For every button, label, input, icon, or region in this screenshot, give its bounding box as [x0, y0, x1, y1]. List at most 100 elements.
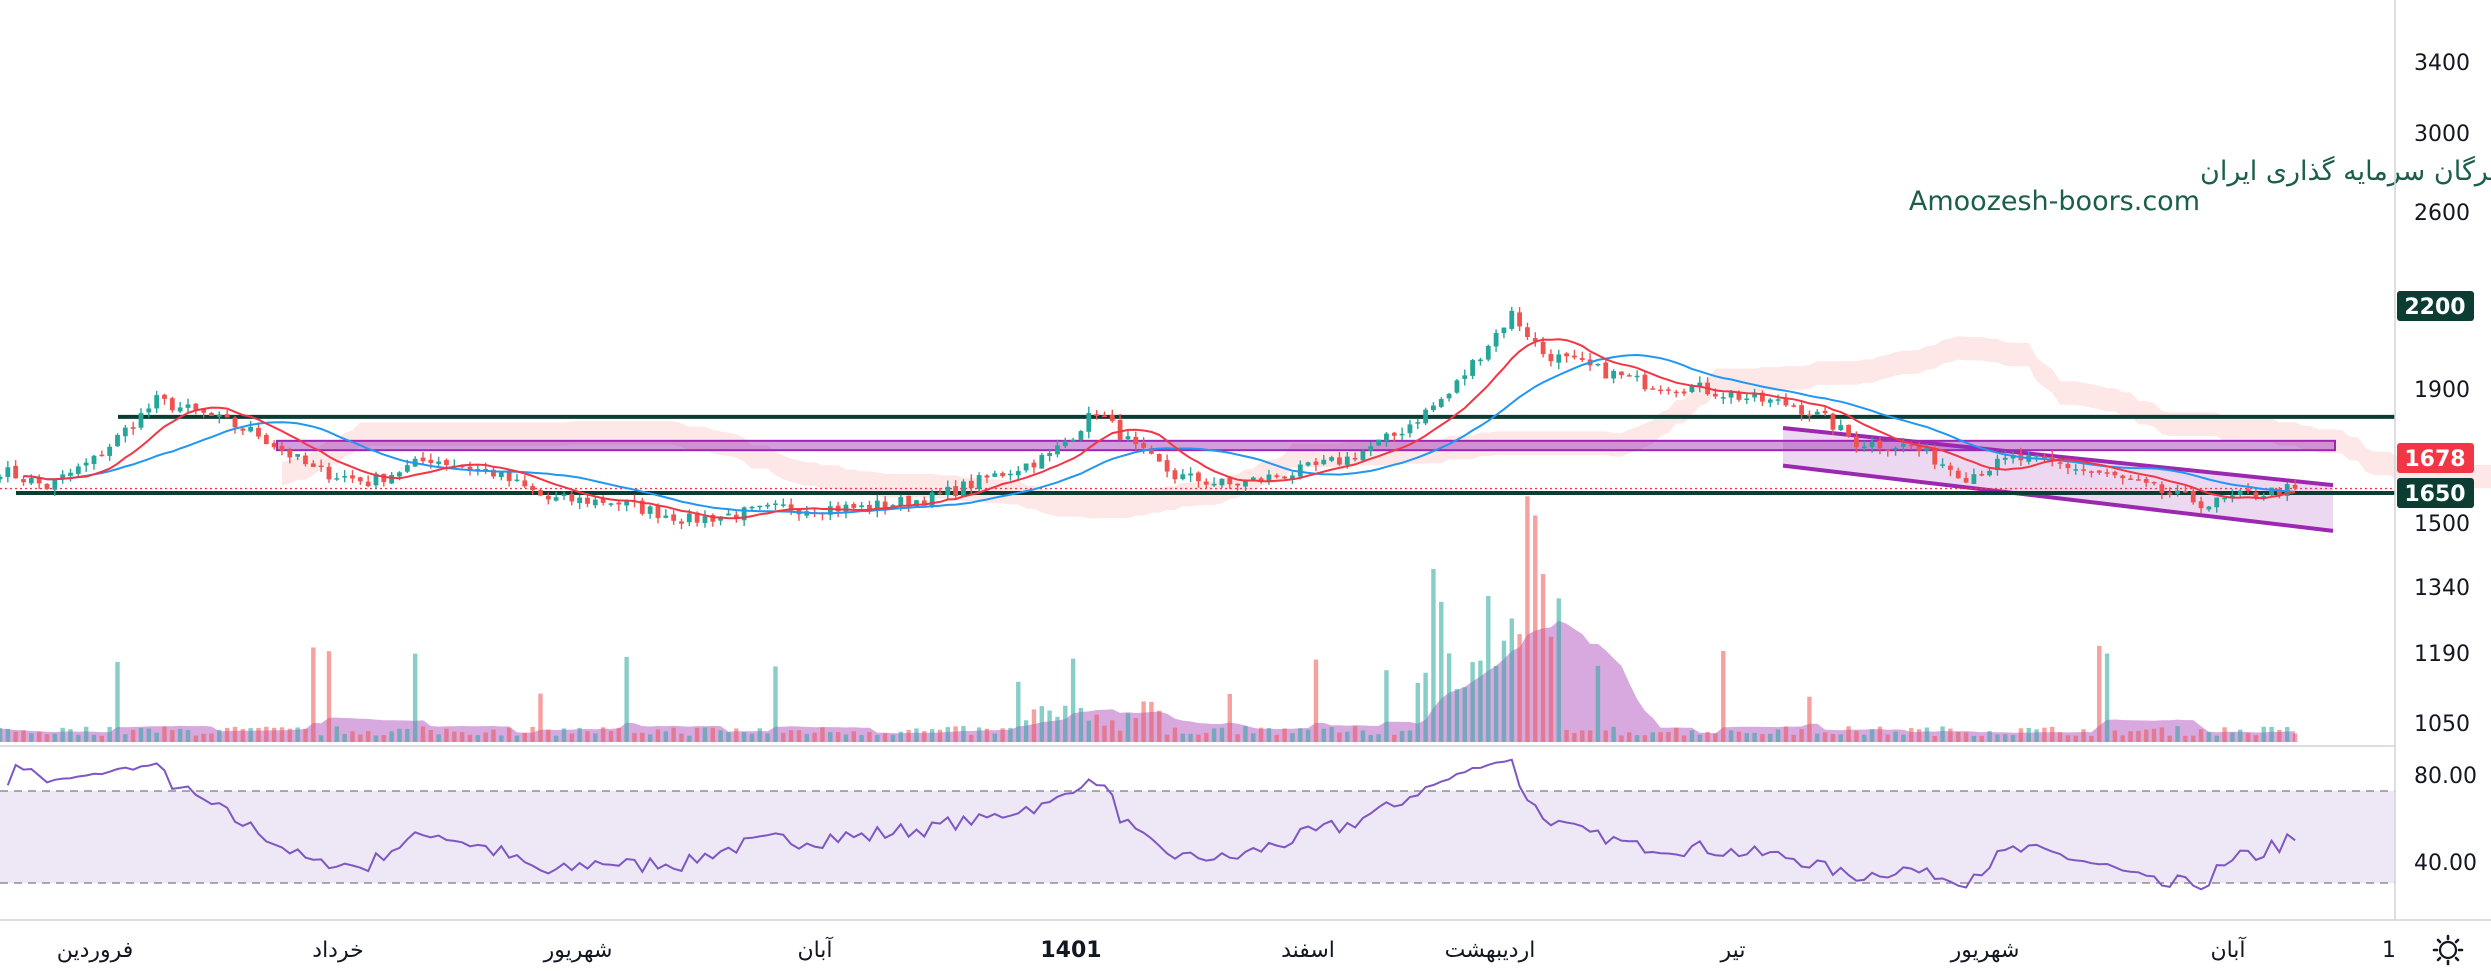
- volume-bar: [1110, 720, 1115, 742]
- volume-bar: [2277, 729, 2282, 742]
- candle-body: [898, 497, 904, 507]
- volume-bar: [1932, 735, 1937, 742]
- volume-bar: [1078, 707, 1084, 742]
- volume-bar: [2010, 734, 2016, 742]
- candle-body: [365, 481, 371, 487]
- candle-body: [569, 494, 575, 502]
- candle-body: [444, 460, 449, 465]
- volume-bar: [577, 727, 582, 742]
- volume-bar: [953, 726, 958, 742]
- price-axis[interactable]: 3400 3000 2600 1900 1500 1340 1190 1050 …: [2397, 51, 2474, 737]
- volume-bar: [1290, 733, 1295, 742]
- candle-body: [2128, 478, 2133, 481]
- candle-body: [1619, 371, 1624, 376]
- volume-bar: [1862, 734, 1867, 742]
- volume-bar: [130, 729, 136, 742]
- candle-body: [2277, 489, 2282, 496]
- volume-bar: [1298, 728, 1303, 742]
- candle-body: [1713, 393, 1718, 397]
- candle-body: [624, 501, 630, 506]
- volume-bar: [1885, 734, 1890, 742]
- candle-body: [1376, 439, 1382, 446]
- candle-body: [1924, 448, 1930, 451]
- moving-averages: [23, 338, 2296, 520]
- candle-body: [28, 478, 34, 484]
- volume-bar: [1744, 733, 1749, 742]
- candle-body: [2042, 456, 2047, 459]
- volume-bar: [2206, 731, 2212, 742]
- candle-body: [1235, 483, 1241, 486]
- volume-bar: [569, 733, 575, 742]
- price-tick: 1190: [2414, 642, 2470, 667]
- candle-body: [953, 486, 959, 496]
- volume-bar: [922, 731, 927, 742]
- candle-body: [1438, 399, 1444, 407]
- channel-upper-line: [1782, 425, 2334, 488]
- volume-bar: [741, 732, 747, 742]
- rsi-axis[interactable]: 80.00 40.00: [2414, 764, 2477, 876]
- candle-body: [326, 466, 332, 480]
- candle-body: [921, 500, 927, 506]
- volume-bar: [224, 727, 230, 742]
- candle-body: [1901, 443, 1906, 447]
- volume-bar: [60, 727, 65, 742]
- volume-bar: [1877, 726, 1883, 742]
- candle-body: [138, 413, 144, 428]
- volume-bar: [538, 693, 543, 742]
- candle-body: [929, 492, 935, 506]
- candle-body: [639, 500, 645, 514]
- candle-body: [1564, 353, 1569, 357]
- candle-body: [295, 454, 301, 457]
- last-price-tag: [2397, 443, 2474, 473]
- candle-body: [1822, 410, 1828, 414]
- volume-bar: [2214, 735, 2219, 742]
- candle-body: [1995, 458, 2000, 471]
- volume-bar: [1956, 731, 1961, 742]
- price-tick: 2600: [2414, 201, 2470, 226]
- candle-body: [506, 471, 512, 482]
- volume-bar: [1940, 726, 1945, 742]
- candle-body: [733, 514, 739, 519]
- candle-body: [162, 394, 167, 399]
- candle-body: [1070, 439, 1076, 442]
- candle-body: [1501, 327, 1507, 334]
- volume-bar: [1313, 659, 1319, 742]
- settings-gear-icon[interactable]: [2432, 934, 2464, 966]
- candle-body: [1955, 470, 1961, 479]
- volume-bar: [232, 726, 238, 742]
- candle-body: [1877, 440, 1883, 449]
- volume-bar: [1768, 733, 1773, 742]
- candle-body: [248, 427, 254, 432]
- volume-bar: [1376, 734, 1381, 742]
- volume-bar: [381, 735, 387, 742]
- volume-bar: [397, 728, 402, 742]
- volume-bar: [1235, 734, 1240, 742]
- volume-bar: [2175, 726, 2180, 742]
- volume-bar: [1627, 732, 1632, 742]
- candle-body: [1305, 462, 1311, 466]
- candle-body: [1838, 425, 1844, 431]
- candle-body: [718, 516, 724, 521]
- volume-bar: [1634, 735, 1640, 742]
- volume-bar: [405, 728, 410, 742]
- candle-body: [1791, 405, 1797, 407]
- volume-bar: [835, 732, 841, 742]
- time-axis[interactable]: فروردین خرداد شهریور آبان 1401 اسفند ارد…: [57, 936, 2396, 963]
- candle-body: [647, 506, 653, 514]
- volume-bar: [1047, 710, 1052, 742]
- volume-bar: [1000, 728, 1005, 742]
- candle-body: [553, 497, 559, 501]
- volume-bar: [1948, 728, 1953, 742]
- volume-bar: [373, 735, 379, 742]
- volume-bar: [29, 733, 34, 742]
- volume-bar: [303, 728, 308, 742]
- volume-ma-area: [0, 620, 2296, 742]
- candle-body: [44, 483, 50, 489]
- volume-bar: [2097, 645, 2102, 742]
- volume-bar: [1274, 734, 1279, 742]
- volume-bar: [1916, 729, 1922, 742]
- candle-body: [2143, 479, 2149, 483]
- candle-body: [992, 473, 998, 477]
- candle-body: [381, 473, 387, 483]
- resistance-price-label: 2200: [2404, 295, 2465, 320]
